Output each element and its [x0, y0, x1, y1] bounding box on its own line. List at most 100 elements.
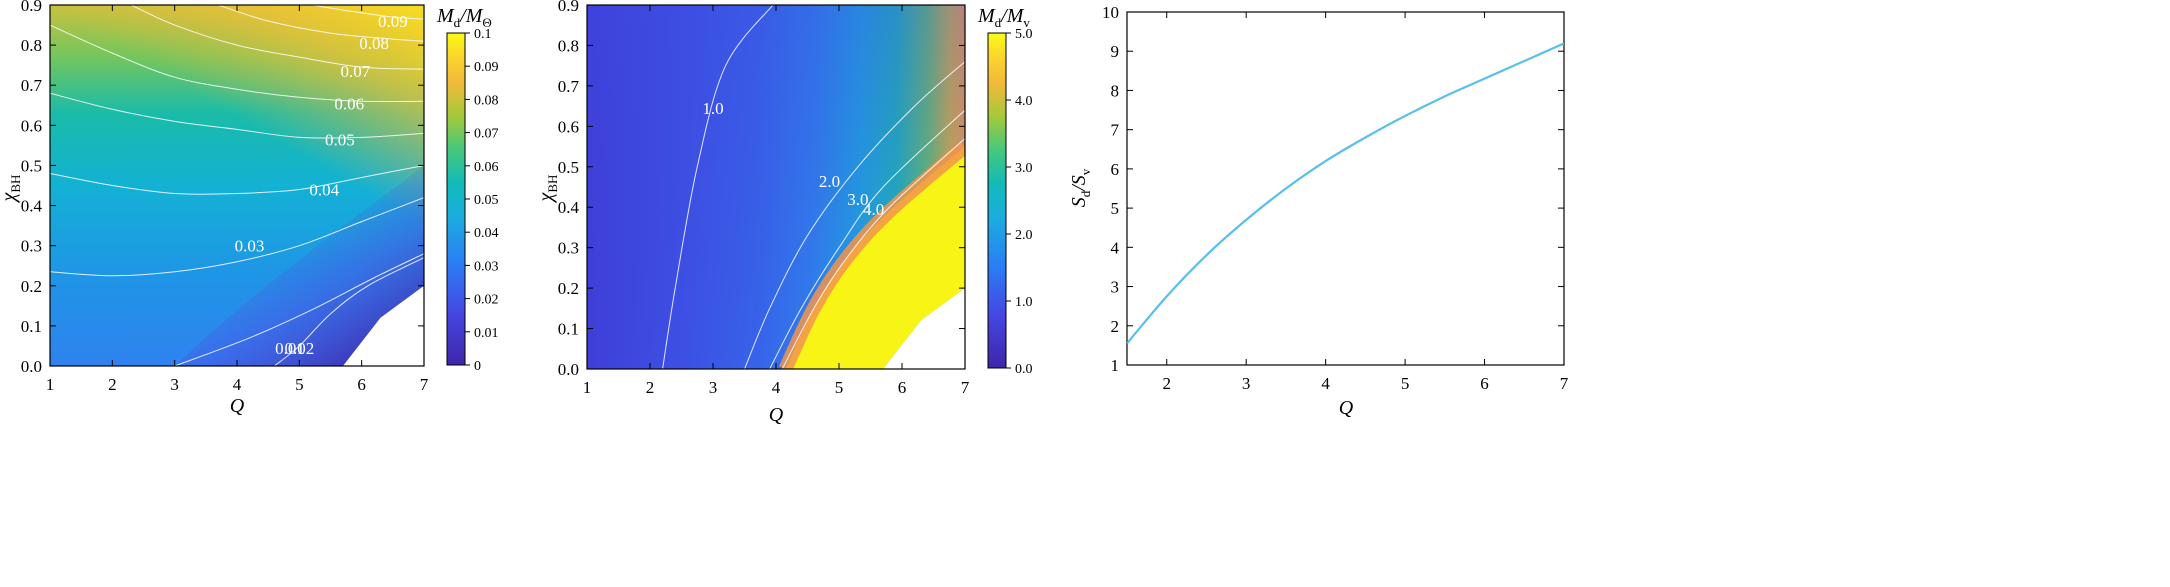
series-line	[1127, 42, 1564, 345]
colorbar	[987, 32, 1007, 369]
colorbar	[446, 32, 466, 366]
x-tick-label: 6	[1480, 374, 1489, 393]
y-tick-label: 5	[1111, 199, 1120, 218]
colorbar-tick-label: 1.0	[1015, 295, 1033, 310]
contour-label: 0.06	[334, 94, 364, 113]
x-tick-label: 7	[961, 378, 970, 397]
blank-region	[883, 288, 965, 369]
colorbar-tick-label: 0.05	[474, 193, 499, 208]
contour-label: 0.07	[341, 62, 371, 81]
y-tick-label: 0.9	[21, 0, 42, 15]
contour-line	[769, 109, 965, 369]
y-tick-label: 10	[1102, 3, 1119, 22]
x-tick-label: 1	[583, 378, 592, 397]
plot-frame	[1126, 11, 1565, 366]
heatmap-low-region	[174, 165, 424, 366]
y-tick-label: 0.6	[21, 116, 42, 135]
colorbar-tick-label: 0.07	[474, 127, 499, 142]
contour-line	[218, 5, 424, 42]
x-tick-label: 7	[420, 375, 429, 394]
x-axis-label: Q	[769, 404, 784, 426]
contour-label: 0.02	[284, 339, 314, 358]
x-tick-label: 3	[709, 378, 718, 397]
y-tick-label: 0.8	[558, 36, 579, 55]
x-tick-label: 2	[108, 375, 117, 394]
x-tick-label: 5	[835, 378, 844, 397]
contour-line	[130, 5, 424, 70]
x-tick-label: 3	[1242, 374, 1251, 393]
colorbar-tick-label: 0.06	[474, 160, 499, 175]
contour-label: 0.08	[359, 34, 389, 53]
colorbar-title: Md/MΘ	[436, 5, 492, 30]
colorbar-tick-label: 0	[474, 359, 481, 374]
x-tick-label: 7	[1560, 374, 1569, 393]
y-axis-label: χBH	[535, 175, 560, 204]
colorbar-tick-label: 0.09	[474, 60, 499, 75]
x-tick-label: 2	[1162, 374, 1171, 393]
x-tick-label: 2	[646, 378, 655, 397]
colorbar-tick-label: 0.02	[474, 293, 499, 308]
x-axis-label: Q	[1339, 397, 1354, 419]
y-tick-label: 8	[1111, 81, 1120, 100]
y-tick-label: 3	[1111, 278, 1120, 297]
y-tick-label: 0.6	[558, 117, 579, 136]
y-tick-label: 0.1	[558, 320, 579, 339]
contour-label: 0.01	[275, 339, 305, 358]
y-tick-label: 0.7	[21, 76, 43, 95]
x-tick-label: 1	[46, 375, 55, 394]
contour-label: 4.0	[863, 200, 884, 219]
saturated-region	[785, 146, 965, 369]
x-tick-label: 5	[1401, 374, 1410, 393]
y-tick-label: 0.2	[558, 279, 579, 298]
contour-label: 0.05	[325, 130, 355, 149]
colorbar-tick-label: 0.0	[1015, 362, 1033, 377]
colorbar-tick-label: 3.0	[1015, 161, 1033, 176]
panel-entropy-ratio: 2 3 4 5 6 7 1 2 3 4 5 6 7 8 9 10 Q Sd/Sv	[1068, 3, 1569, 419]
x-tick-label: 4	[1321, 374, 1330, 393]
contour-label: 0.03	[235, 237, 265, 256]
y-tick-label: 0.4	[21, 197, 43, 216]
y-tick-label: 0.3	[21, 237, 42, 256]
contour-line	[50, 92, 424, 139]
contour-line	[311, 5, 424, 20]
y-tick-label: 0.0	[558, 360, 579, 379]
contour-line	[50, 164, 424, 195]
contour-label: 0.04	[309, 181, 339, 200]
y-tick-label: 0.8	[21, 36, 42, 55]
colorbar-tick-label: 0.03	[474, 259, 499, 274]
x-tick-label: 6	[357, 375, 366, 394]
y-tick-label: 0.7	[558, 77, 580, 96]
y-tick-label: 6	[1111, 160, 1120, 179]
contour-label: 1.0	[702, 99, 723, 118]
contour-line	[744, 61, 965, 369]
colorbar-tick-label: 0.04	[474, 226, 499, 241]
contour-label: 3.0	[847, 190, 868, 209]
contour-line	[662, 5, 774, 369]
colorbar-tick-label: 0.08	[474, 93, 499, 108]
y-axis-label: Sd/Sv	[1068, 168, 1093, 207]
colorbar-tick-label: 0.01	[474, 326, 499, 341]
y-axis-label: χBH	[0, 175, 23, 204]
colorbar-title: Md/Mv	[977, 5, 1030, 30]
contour-label: 0.09	[378, 12, 408, 31]
y-tick-label: 7	[1111, 121, 1120, 140]
colorbar-tick-label: 2.0	[1015, 228, 1033, 243]
colorbar-tick-label: 5.0	[1015, 27, 1033, 42]
y-tick-label: 0.2	[21, 277, 42, 296]
y-tick-label: 1	[1111, 356, 1120, 375]
x-tick-label: 5	[295, 375, 304, 394]
y-tick-label: 0.5	[21, 156, 42, 175]
y-tick-label: 0.9	[558, 0, 579, 15]
y-tick-label: 0.0	[21, 357, 42, 376]
y-tick-label: 0.1	[21, 317, 42, 336]
y-tick-label: 9	[1111, 42, 1120, 61]
y-tick-label: 2	[1111, 317, 1120, 336]
contour-line	[174, 253, 424, 366]
x-tick-label: 4	[233, 375, 242, 394]
contour-line	[50, 24, 424, 103]
y-tick-label: 4	[1111, 238, 1120, 257]
y-tick-label: 0.3	[558, 239, 579, 258]
y-tick-label: 0.5	[558, 158, 579, 177]
x-axis-label: Q	[230, 395, 245, 417]
